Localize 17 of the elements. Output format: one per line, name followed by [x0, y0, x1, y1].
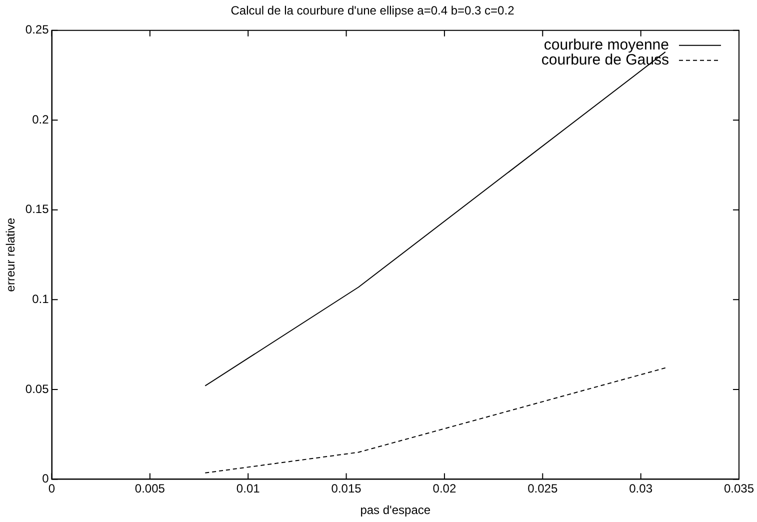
- y-tick-label: 0.05: [25, 382, 50, 396]
- x-tick-label: 0.02: [432, 482, 456, 496]
- y-tick-label: 0: [42, 472, 50, 486]
- y-axis-title: erreur relative: [4, 217, 18, 292]
- x-tick-label: 0.005: [134, 482, 166, 496]
- x-tick-label: 0.025: [528, 482, 558, 496]
- legend-label: courbure moyenne: [544, 36, 669, 54]
- x-axis-title: pas d'espace: [360, 503, 431, 518]
- x-tick-label: 0.035: [724, 482, 754, 496]
- x-tick-label: 0.01: [236, 482, 260, 496]
- x-tick-label: 0.015: [331, 482, 362, 496]
- y-tick-label: 0.1: [32, 292, 50, 306]
- x-tick-label: 0.03: [629, 482, 653, 496]
- y-tick-label: 0.15: [25, 202, 50, 216]
- y-tick-label: 0.25: [25, 22, 50, 37]
- chart-title: Calcul de la courbure d'une ellipse a=0.4 b=0.3 c=0.2: [230, 4, 515, 18]
- y-tick-label: 0.2: [32, 112, 50, 126]
